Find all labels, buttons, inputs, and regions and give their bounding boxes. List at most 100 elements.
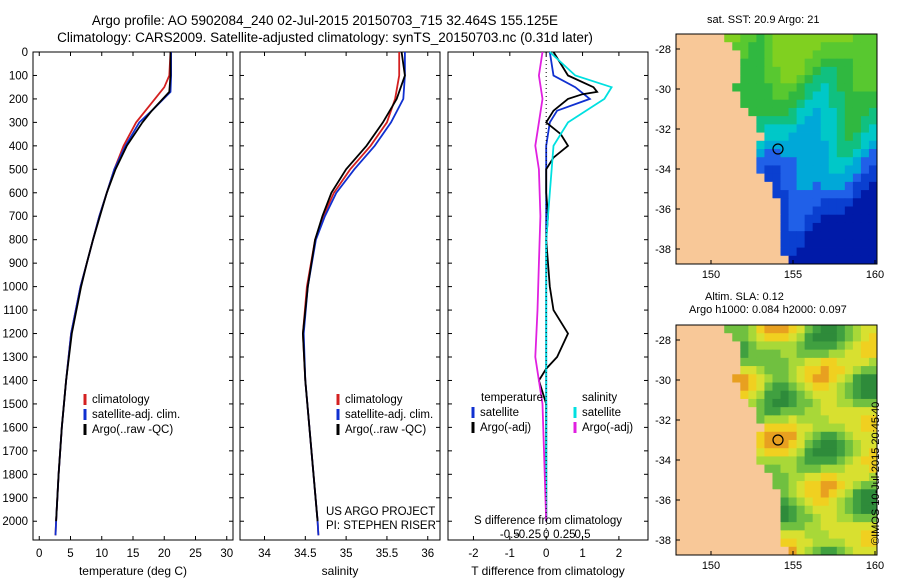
map-cell (764, 173, 773, 183)
map-cell (692, 107, 701, 117)
map-cell (836, 440, 846, 449)
map-cell (700, 325, 709, 334)
map-cell (732, 42, 741, 51)
map-cell (692, 173, 701, 183)
map-cell (836, 472, 846, 482)
map-cell (700, 165, 709, 175)
map-cell (724, 140, 733, 150)
map-cell (804, 505, 814, 515)
map-cell (748, 132, 757, 142)
map-cell (812, 341, 822, 351)
map-cell (828, 173, 838, 183)
map-cell (764, 83, 773, 92)
map-cell (860, 530, 870, 539)
map-cell (724, 341, 733, 351)
map-cell (852, 66, 862, 76)
map-cell (788, 431, 797, 441)
map-cell (764, 42, 773, 51)
map-cell (708, 190, 717, 199)
map-cell (684, 149, 693, 158)
map-cell (812, 522, 822, 531)
map-cell (812, 538, 822, 548)
map-cell (716, 99, 725, 109)
legend-label: Argo(-adj) (582, 422, 633, 434)
map-cell (676, 341, 685, 351)
map-cell (700, 497, 709, 507)
diff-top-tick-label: 0 (543, 529, 549, 541)
map-cell (748, 157, 757, 166)
map-cell (788, 42, 797, 51)
map-cell (788, 366, 797, 375)
map-cell (756, 333, 765, 342)
map-cell (868, 231, 878, 240)
map-cell (732, 91, 741, 101)
map-cell (756, 472, 765, 482)
map-cell (844, 538, 854, 548)
map-cell (700, 181, 709, 191)
map-cell (748, 530, 757, 539)
map-cell (780, 140, 789, 150)
map-cell (724, 66, 733, 76)
map-cell (700, 50, 709, 60)
map-cell (708, 546, 717, 556)
map-cell (676, 66, 685, 76)
map-cell (740, 66, 749, 76)
map-cell (804, 140, 814, 150)
map-cell (812, 423, 822, 433)
map-cell (836, 198, 846, 207)
map-cell (860, 99, 870, 109)
map-cell (804, 222, 814, 232)
map-cell (772, 206, 781, 216)
map-cell (844, 431, 854, 441)
map-cell (692, 489, 701, 498)
map-cell (812, 481, 822, 490)
map-cell (852, 58, 862, 68)
map-cell (836, 546, 846, 556)
map-frame-sla (675, 324, 878, 556)
map-cell (860, 341, 870, 351)
map-cell (844, 456, 854, 466)
map-cell (828, 398, 838, 408)
map-cell (804, 255, 814, 265)
map-cell (804, 431, 814, 441)
map-cell (700, 472, 709, 482)
map-cell (780, 538, 789, 548)
map-cell (716, 83, 725, 92)
map-cell (748, 341, 757, 351)
map-cell (820, 198, 830, 207)
map-cell (700, 333, 709, 342)
map-cell (812, 99, 822, 109)
map-cell (692, 349, 701, 359)
map-cell (796, 325, 806, 334)
map-cell (764, 431, 773, 441)
map-cell (836, 341, 846, 351)
map-cell (756, 374, 765, 383)
map-cell (844, 75, 854, 84)
map-cell (692, 546, 701, 556)
map-cell (860, 83, 870, 92)
map-cell (836, 222, 846, 232)
map-cell (772, 513, 781, 523)
map-cell (852, 522, 862, 531)
map-cell (812, 50, 822, 60)
map-cell (724, 489, 733, 498)
map-cell (820, 481, 830, 490)
legend-title-salinity: salinity (582, 392, 617, 404)
map-cell (780, 448, 789, 457)
map-cell (676, 206, 685, 216)
map-cell (716, 538, 725, 548)
map-cell (764, 107, 773, 117)
map-cell (708, 42, 717, 51)
map-cell (852, 505, 862, 515)
map-cell (812, 239, 822, 248)
map-cell (868, 415, 878, 424)
map-cell (724, 132, 733, 142)
map-cell (788, 140, 797, 150)
map-cell (740, 247, 749, 257)
map-cell (804, 333, 814, 342)
map-cell (684, 464, 693, 474)
map-cell (796, 91, 806, 101)
map-cell (836, 374, 846, 383)
map-cell (756, 75, 765, 84)
map-cell (852, 431, 862, 441)
